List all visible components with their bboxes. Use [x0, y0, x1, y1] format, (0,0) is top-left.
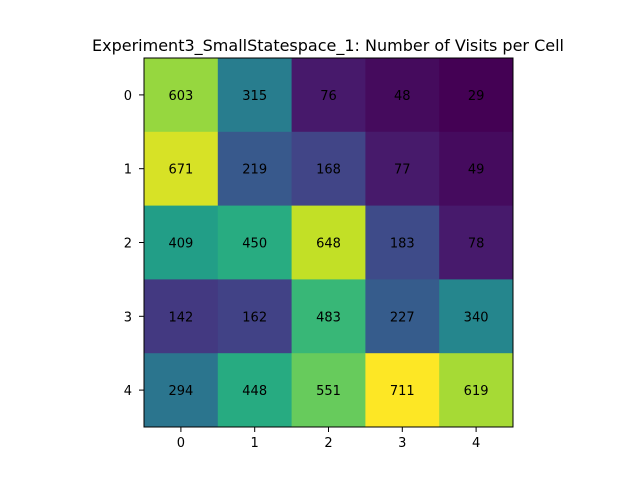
heatmap-cell-r1-c1 [217, 131, 293, 207]
heatmap-cells [144, 58, 514, 428]
heatmap-cell-r3-c1 [217, 279, 293, 354]
cell-value-label-r0-c4: 29 [468, 89, 485, 104]
cell-value-label-r4-c4: 619 [464, 384, 489, 399]
cell-value-label-r0-c1: 315 [242, 89, 267, 104]
heatmap-cell-r2-c0 [144, 205, 219, 280]
cell-value-label-r2-c3: 183 [390, 237, 415, 252]
heatmap-cell-r2-c1 [217, 205, 293, 280]
cell-value-label-r3-c4: 340 [464, 310, 489, 325]
heatmap-cell-r4-c2 [291, 353, 366, 428]
cell-value-label-r1-c0: 671 [168, 163, 193, 178]
heatmap-cell-r2-c2 [291, 205, 366, 280]
cell-value-label-r1-c3: 77 [394, 163, 411, 178]
cell-value-label-r4-c3: 711 [390, 384, 415, 399]
heatmap-cell-r0-c3 [365, 58, 440, 133]
chart-title: Experiment3_SmallStatespace_1: Number of… [92, 36, 564, 56]
x-tick-label: 4 [472, 436, 480, 451]
heatmap-cell-r3-c4 [439, 279, 514, 354]
heatmap-cell-r2-c3 [365, 205, 440, 280]
heatmap-cell-r4-c3 [365, 353, 440, 428]
heatmap-cell-r1-c4 [439, 131, 514, 207]
y-tick-label: 1 [124, 163, 132, 178]
heatmap-cell-r1-c2 [291, 131, 366, 207]
y-tick-label: 0 [124, 89, 132, 104]
cell-value-label-r2-c4: 78 [468, 237, 485, 252]
heatmap-cell-r0-c1 [217, 58, 293, 133]
cell-value-label-r0-c2: 76 [320, 89, 337, 104]
cell-value-label-r1-c1: 219 [242, 163, 267, 178]
cell-value-label-r4-c0: 294 [168, 384, 193, 399]
x-tick-label: 2 [324, 436, 332, 451]
y-tick-label: 4 [124, 384, 132, 399]
x-tick-label: 1 [251, 436, 259, 451]
heatmap-cell-r1-c0 [144, 131, 219, 207]
heatmap-cell-r3-c2 [291, 279, 366, 354]
y-axis: 0 1 2 3 4 [124, 89, 144, 399]
cell-value-label-r4-c1: 448 [242, 384, 267, 399]
heatmap-cell-r4-c4 [439, 353, 514, 428]
cell-value-label-r2-c1: 450 [242, 237, 267, 252]
cell-value-label-r0-c0: 603 [168, 89, 193, 104]
x-tick-label: 0 [177, 436, 185, 451]
cell-value-label-r4-c2: 551 [316, 384, 341, 399]
cell-value-label-r3-c3: 227 [390, 310, 415, 325]
cell-value-label-r3-c2: 483 [316, 310, 341, 325]
cell-value-label-r2-c0: 409 [168, 237, 193, 252]
heatmap-cell-r0-c2 [291, 58, 366, 133]
y-tick-label: 3 [124, 310, 132, 325]
heatmap-cell-r0-c0 [144, 58, 219, 133]
x-axis: 0 1 2 3 4 [177, 427, 480, 451]
heatmap-cell-r2-c4 [439, 205, 514, 280]
cell-value-label-r0-c3: 48 [394, 89, 411, 104]
heatmap-cell-r4-c1 [217, 353, 293, 428]
x-tick-label: 3 [398, 436, 406, 451]
heatmap-cell-r3-c3 [365, 279, 440, 354]
cell-value-label-r1-c4: 49 [468, 163, 485, 178]
heatmap-cell-r1-c3 [365, 131, 440, 207]
cell-value-label-r3-c1: 162 [242, 310, 267, 325]
cell-value-label-r2-c2: 648 [316, 237, 341, 252]
heatmap-cell-r4-c0 [144, 353, 219, 428]
cell-value-label-r3-c0: 142 [168, 310, 193, 325]
heatmap-cell-r0-c4 [439, 58, 514, 133]
cell-value-labels: 603 315 76 48 29 671 219 168 77 49 409 450 648 183 78 1… [168, 89, 488, 399]
heatmap-cell-r3-c0 [144, 279, 219, 354]
y-tick-label: 2 [124, 237, 132, 252]
cell-value-label-r1-c2: 168 [316, 163, 341, 178]
